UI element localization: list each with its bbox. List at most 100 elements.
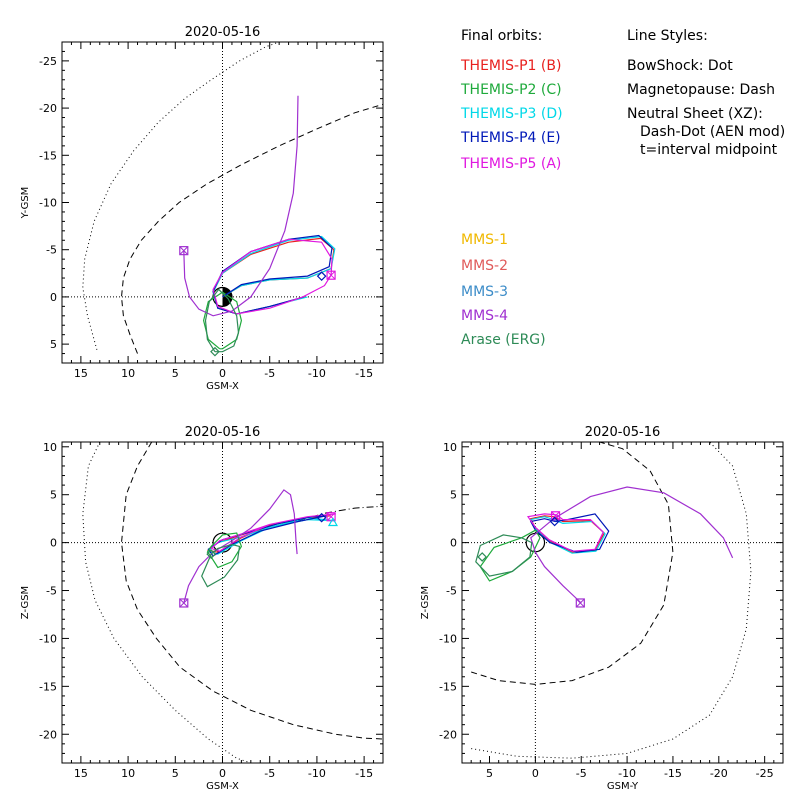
x-tick-label: -15 (664, 767, 682, 780)
marker-arase-erg (206, 549, 217, 559)
x-tick-label: -5 (264, 767, 275, 780)
style-neutral-sheet: Neutral Sheet (XZ): (627, 106, 763, 122)
plot-title: 2020-05-16 (185, 25, 261, 40)
legend-themis-p2: THEMIS-P2 (C) (461, 82, 562, 98)
x-tick-label: -20 (710, 767, 728, 780)
magnetopause-line (120, 442, 383, 740)
y-tick-label: 0 (50, 291, 57, 304)
marker-arase-erg (210, 346, 220, 357)
bowshock-line (82, 442, 251, 763)
x-tick-label: -25 (756, 767, 774, 780)
plot-title: 2020-05-16 (585, 425, 661, 440)
x-tick-label: 10 (121, 367, 135, 380)
orbit-arase-erg (201, 543, 241, 588)
magnetopause-line (120, 103, 383, 354)
marker-themis-p5-a-cross (326, 270, 336, 280)
plot-area (82, 42, 383, 357)
marker-mms-4-cross (179, 246, 189, 256)
legend-themis-p5: THEMIS-P5 (A) (461, 156, 562, 172)
orbit-themis-p1-b (529, 515, 605, 553)
y-tick-label: -5 (446, 585, 457, 598)
y-axis-label: Z-GSM (420, 586, 431, 619)
plot-area (82, 442, 383, 763)
y-tick-label: -15 (39, 149, 57, 162)
y-tick-label: -20 (39, 728, 57, 741)
style-bowshock: BowShock: Dot (627, 58, 733, 74)
orbit-themis-p2-c (206, 532, 243, 569)
bowshock-line (471, 442, 752, 759)
style-magnetopause: Magnetopause: Dash (627, 82, 776, 98)
plot-frame (461, 441, 784, 764)
orbit-mms-4 (183, 95, 299, 317)
x-tick-label: 5 (172, 367, 179, 380)
marker-mms-4-cross (575, 598, 585, 608)
marker-themis-p3-d (327, 517, 338, 527)
x-tick-label: -15 (355, 367, 373, 380)
legend-themis-p1: THEMIS-P1 (B) (461, 58, 562, 74)
orbit-mms-4 (530, 486, 734, 604)
final-orbits-title: Final orbits: (461, 28, 543, 44)
y-tick-label: -10 (39, 632, 57, 645)
orbit-themis-p3-d (529, 516, 606, 554)
marker-themis-p5-a (326, 270, 336, 280)
legend-themis-p4: THEMIS-P4 (E) (461, 130, 561, 146)
plot-2: 15 10 5 0 -5 -10 -15 10 5 0 -5 -10 -15 -20 2020-05-16 G… (20, 425, 384, 792)
y-tick-label: 10 (43, 441, 57, 454)
x-axis-label: GSM-Y (607, 781, 639, 792)
y-tick-label: 0 (450, 537, 457, 550)
legend-themis-p3: THEMIS-P3 (D) (461, 106, 563, 122)
legend-mms-3: MMS-3 (461, 284, 509, 300)
orbit-arase-erg (204, 288, 240, 353)
y-tick-label: -15 (39, 680, 57, 693)
marker-mms-4 (179, 246, 189, 256)
y-axis-label: Z-GSM (20, 586, 31, 619)
y-tick-label: -5 (46, 244, 57, 257)
x-tick-label: 15 (74, 767, 88, 780)
legend-arase: Arase (ERG) (461, 332, 546, 348)
y-tick-label: 10 (443, 441, 457, 454)
y-tick-label: -20 (439, 728, 457, 741)
x-tick-label: -5 (264, 367, 275, 380)
x-tick-label: -10 (308, 367, 326, 380)
marker-themis-p4-e (549, 516, 560, 527)
x-tick-label: 0 (532, 767, 539, 780)
x-tick-label: 0 (219, 367, 226, 380)
x-tick-label: -5 (576, 767, 587, 780)
orbit-themis-p3-d (212, 235, 336, 315)
x-tick-label: -15 (355, 767, 373, 780)
plot-3: 5 0 -5 -10 -15 -20 -25 10 5 0 -5 -10 -15 -20 2020-05-1… (420, 425, 784, 792)
marker-themis-p4-e (316, 512, 327, 523)
legend-mms-1: MMS-1 (461, 232, 509, 248)
x-axis-label: GSM-X (206, 381, 239, 392)
orbit-arase-erg (475, 534, 533, 577)
orbit-themis-p5-a (212, 238, 333, 315)
plot-title: 2020-05-16 (185, 425, 261, 440)
orbit-themis-p4-e (207, 515, 327, 557)
marker-themis-p5-a (550, 511, 561, 521)
y-tick-label: -5 (46, 585, 57, 598)
style-aen-mod: Dash-Dot (AEN mod) (640, 124, 786, 140)
plot-area (471, 442, 752, 759)
line-styles-title: Line Styles: (627, 28, 708, 44)
orbit-themis-p4-e (529, 513, 610, 553)
y-tick-label: 5 (50, 489, 57, 502)
marker-themis-p4-e (316, 271, 327, 281)
marker-mms-4 (179, 598, 189, 608)
plot-1: 15 10 5 0 -5 -10 -15 5 0 -5 -10 -15 -20 -25 2020-05-16… (20, 25, 384, 392)
legend-mms-4: MMS-4 (461, 308, 509, 324)
orbit-themis-p1-b (212, 237, 335, 315)
x-tick-label: -10 (618, 767, 636, 780)
marker-arase-erg (477, 552, 488, 562)
orbit-mms-4 (183, 489, 298, 604)
y-tick-label: -10 (439, 632, 457, 645)
y-tick-label: 5 (50, 338, 57, 351)
orbit-themis-p5-a (526, 513, 604, 552)
y-tick-label: -20 (39, 102, 57, 115)
x-tick-label: 5 (172, 767, 179, 780)
bowshock-line (82, 42, 280, 350)
y-tick-label: -25 (39, 55, 57, 68)
y-tick-label: -15 (439, 680, 457, 693)
style-midpoint: t=interval midpoint (640, 142, 778, 158)
marker-themis-p5-a-cross (326, 512, 336, 522)
